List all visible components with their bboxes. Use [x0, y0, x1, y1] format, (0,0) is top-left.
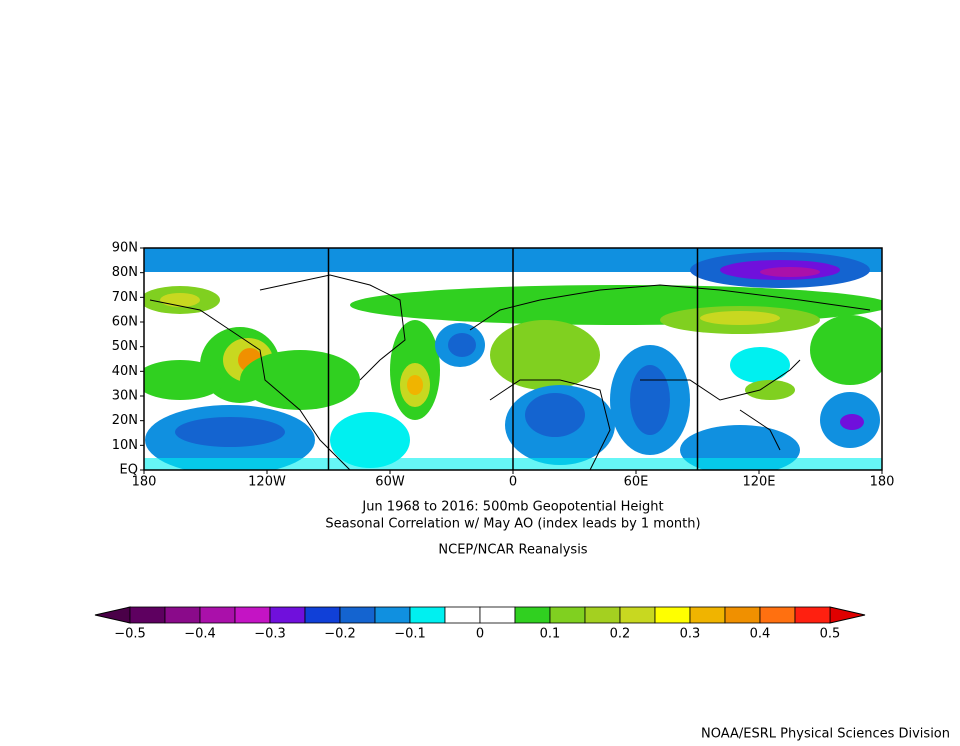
lon-label: 60W	[375, 475, 405, 490]
colorbar-label: −0.2	[324, 627, 356, 642]
colorbar-box	[199, 606, 236, 624]
colorbar-label: −0.1	[394, 627, 426, 642]
colorbar-box	[444, 606, 481, 624]
lon-label: 180	[870, 475, 895, 490]
lon-label: 180	[132, 475, 157, 490]
lat-label: 90N	[112, 241, 138, 256]
colorbar-box	[269, 606, 306, 624]
colorbar-box	[584, 606, 621, 624]
colorbar-box	[514, 606, 551, 624]
lat-label: 40N	[112, 364, 138, 379]
lat-label: 30N	[112, 389, 138, 404]
colorbar-box	[654, 606, 691, 624]
colorbar-label: 0	[476, 627, 484, 642]
colorbar-label: −0.5	[114, 627, 146, 642]
colorbar-low-arrow	[94, 606, 131, 624]
colorbar-high-arrow	[829, 606, 866, 624]
colorbar-box	[304, 606, 341, 624]
colorbar-box	[759, 606, 796, 624]
colorbar-label: 0.3	[680, 627, 701, 642]
colorbar-box	[339, 606, 376, 624]
colorbar-box	[409, 606, 446, 624]
colorbar-label: 0.5	[820, 627, 841, 642]
title: Jun 1968 to 2016: 500mb Geopotential Hei…	[361, 500, 663, 515]
credit: NOAA/ESRL Physical Sciences Division	[701, 727, 950, 742]
colorbar-box	[794, 606, 831, 624]
colorbar-label: 0.1	[540, 627, 561, 642]
colorbar-box	[619, 606, 656, 624]
lat-label: 70N	[112, 290, 138, 305]
colorbar-box	[479, 606, 516, 624]
subtitle: Seasonal Correlation w/ May AO (index le…	[325, 517, 700, 532]
colorbar-label: −0.3	[254, 627, 286, 642]
lat-label: 50N	[112, 339, 138, 354]
lat-label: EQ	[120, 463, 138, 478]
meridian-lines	[327, 248, 699, 470]
colorbar-box	[374, 606, 411, 624]
colorbar-box	[129, 606, 166, 624]
lat-label: 10N	[112, 438, 138, 453]
dataset: NCEP/NCAR Reanalysis	[438, 543, 587, 558]
colorbar-box	[164, 606, 201, 624]
lat-label: 20N	[112, 413, 138, 428]
lon-label: 60E	[624, 475, 649, 490]
lon-label: 120E	[742, 475, 775, 490]
colorbar-label: −0.4	[184, 627, 216, 642]
colorbar-label: 0.2	[610, 627, 631, 642]
colorbar-box	[724, 606, 761, 624]
coastlines	[149, 274, 871, 471]
colorbar-box	[549, 606, 586, 624]
lon-label: 120W	[248, 475, 286, 490]
lat-label: 80N	[112, 265, 138, 280]
colorbar-label: 0.4	[750, 627, 771, 642]
colorbar-box	[234, 606, 271, 624]
colorbar-box	[689, 606, 726, 624]
lat-label: 60N	[112, 315, 138, 330]
lon-label: 0	[509, 475, 517, 490]
